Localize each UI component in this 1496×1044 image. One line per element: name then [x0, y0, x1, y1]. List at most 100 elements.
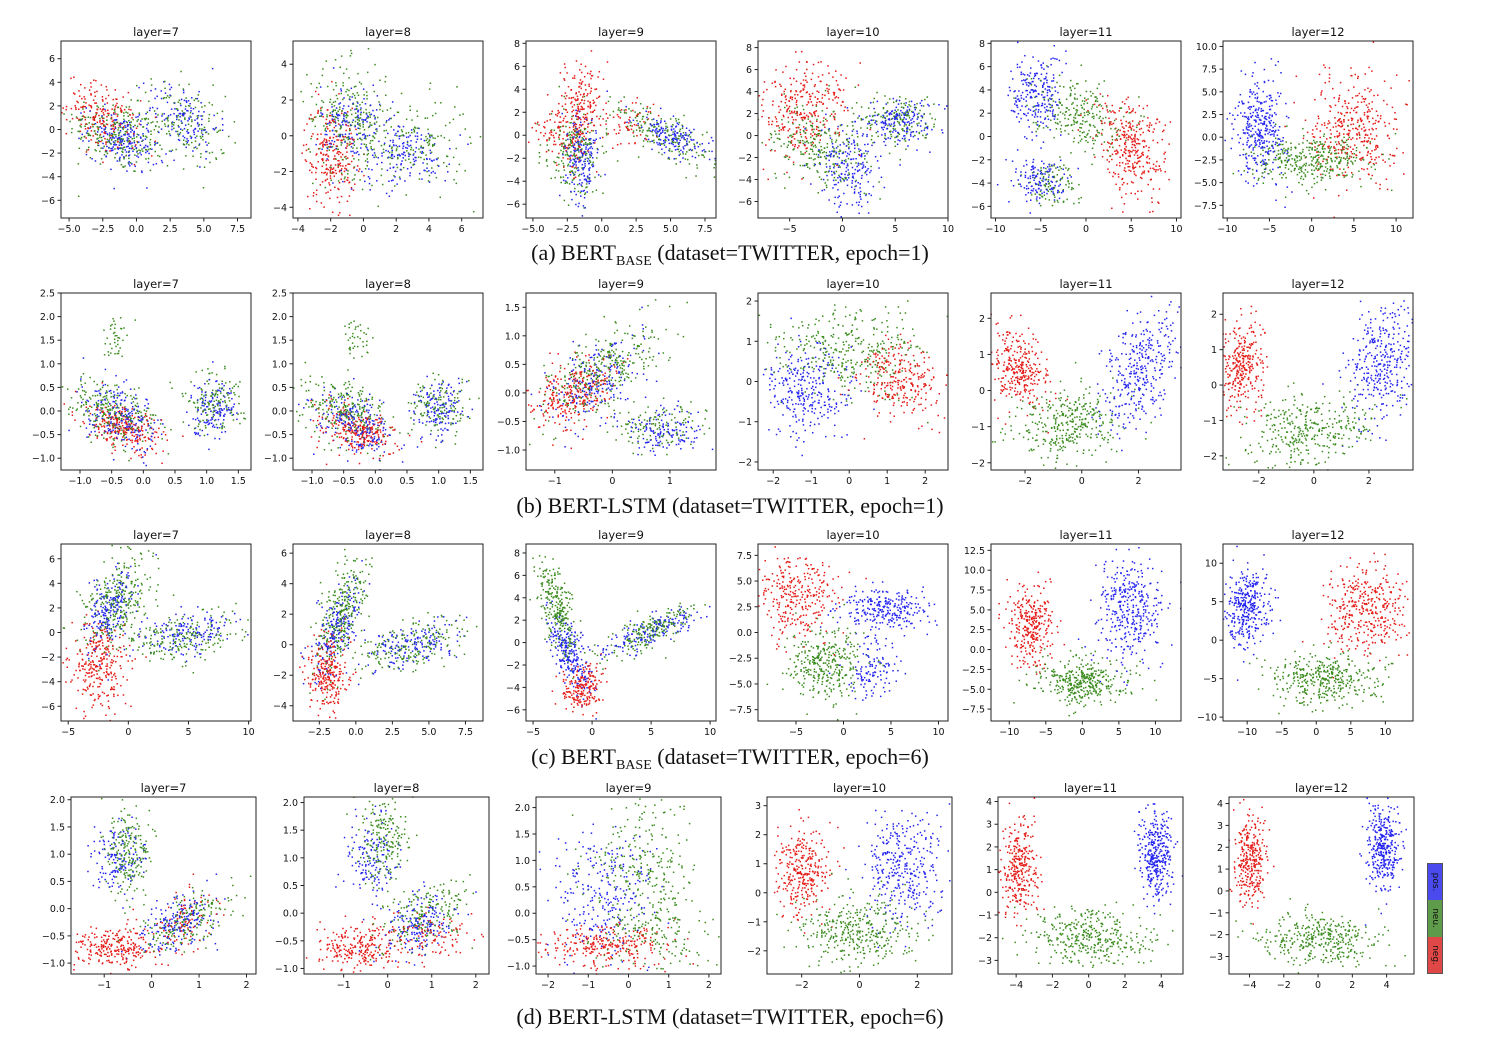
point-neu: [1097, 88, 1099, 90]
point-pos: [675, 138, 677, 140]
point-neu: [184, 144, 186, 146]
x-tick-label: 4: [426, 224, 432, 235]
point-neg: [96, 109, 98, 111]
point-pos: [157, 108, 159, 110]
point-neg: [100, 123, 102, 125]
point-neu: [1072, 85, 1074, 87]
point-neu: [217, 113, 219, 115]
point-pos: [680, 133, 682, 135]
point-neu: [379, 80, 381, 82]
point-neg: [85, 128, 87, 130]
point-neu: [177, 131, 179, 133]
point-neu: [603, 152, 605, 154]
point-pos: [78, 138, 80, 140]
point-neu: [833, 150, 835, 152]
point-neu: [473, 211, 475, 213]
point-neu: [851, 135, 853, 137]
point-pos: [1032, 177, 1034, 179]
point-pos: [885, 138, 887, 140]
point-neg: [329, 137, 331, 139]
point-pos: [151, 149, 153, 151]
point-pos: [376, 180, 378, 182]
point-pos: [941, 129, 943, 131]
point-neg: [574, 134, 576, 136]
point-pos: [1045, 117, 1047, 119]
point-neg: [553, 135, 555, 137]
y-tick-label: −2: [273, 167, 287, 178]
point-neu: [348, 77, 350, 79]
point-neu: [351, 114, 353, 116]
point-pos: [336, 114, 338, 116]
point-neu: [808, 142, 810, 144]
point-neg: [554, 121, 556, 123]
point-neg: [353, 167, 355, 169]
point-neu: [329, 124, 331, 126]
point-pos: [847, 107, 849, 109]
point-neg: [346, 145, 348, 147]
point-neu: [303, 101, 305, 103]
point-neu: [196, 135, 198, 137]
point-pos: [577, 131, 579, 133]
point-neg: [822, 94, 824, 96]
point-pos: [101, 128, 103, 130]
x-tick-label: −4: [291, 224, 305, 235]
point-neg: [1153, 164, 1155, 166]
point-neg: [776, 118, 778, 120]
point-neg: [333, 158, 335, 160]
point-neu: [437, 157, 439, 159]
point-neg: [573, 126, 575, 128]
point-neu: [575, 171, 577, 173]
point-neg: [797, 94, 799, 96]
x-tick-label: 2.5: [163, 224, 178, 235]
point-neg: [795, 119, 797, 121]
point-pos: [1033, 171, 1035, 173]
point-neg: [324, 172, 326, 174]
point-neu: [453, 119, 455, 121]
point-neu: [82, 108, 84, 110]
point-pos: [920, 125, 922, 127]
point-pos: [582, 169, 584, 171]
point-neg: [576, 60, 578, 62]
point-pos: [852, 167, 854, 169]
point-neu: [792, 123, 794, 125]
point-neg: [326, 160, 328, 162]
point-neg: [1125, 158, 1127, 160]
point-pos: [366, 121, 368, 123]
point-neu: [354, 86, 356, 88]
point-pos: [1052, 111, 1054, 113]
point-neg: [789, 106, 791, 108]
point-neg: [339, 182, 341, 184]
point-pos: [136, 155, 138, 157]
point-neg: [90, 139, 92, 141]
point-neu: [1079, 127, 1081, 129]
point-neg: [102, 162, 104, 164]
point-pos: [567, 177, 569, 179]
point-pos: [626, 122, 628, 124]
point-neu: [570, 143, 572, 145]
point-pos: [1063, 169, 1065, 171]
point-pos: [597, 149, 599, 151]
point-neg: [551, 134, 553, 136]
point-neu: [136, 161, 138, 163]
point-pos: [589, 147, 591, 149]
point-neu: [839, 166, 841, 168]
point-neg: [330, 177, 332, 179]
point-neu: [416, 110, 418, 112]
point-neu: [150, 78, 152, 80]
point-neg: [583, 136, 585, 138]
point-neu: [401, 129, 403, 131]
point-neg: [573, 110, 575, 112]
point-neu: [647, 130, 649, 132]
point-neg: [106, 89, 108, 91]
point-neu: [933, 124, 935, 126]
point-neg: [582, 107, 584, 109]
point-neu: [779, 139, 781, 141]
point-pos: [173, 113, 175, 115]
point-neg: [1119, 130, 1121, 132]
point-neu: [1090, 95, 1092, 97]
point-neu: [427, 138, 429, 140]
point-pos: [1031, 169, 1033, 171]
point-neu: [1044, 194, 1046, 196]
point-pos: [860, 191, 862, 193]
point-pos: [570, 160, 572, 162]
